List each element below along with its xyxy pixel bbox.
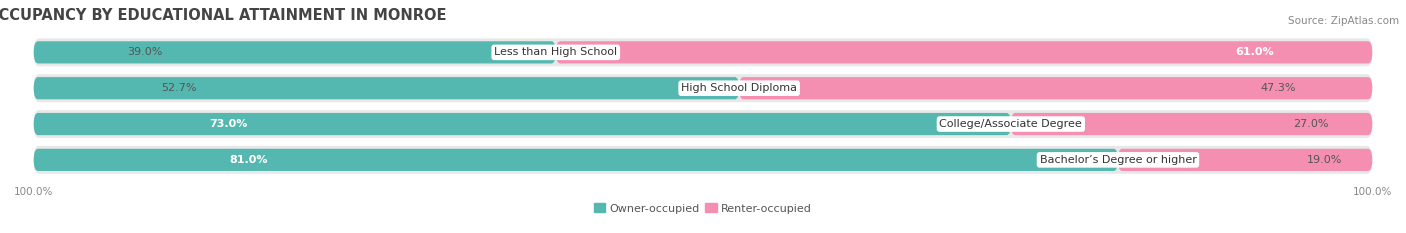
FancyBboxPatch shape: [740, 77, 1372, 99]
FancyBboxPatch shape: [555, 41, 1372, 63]
FancyBboxPatch shape: [34, 41, 555, 63]
Text: Less than High School: Less than High School: [494, 47, 617, 57]
Text: 73.0%: 73.0%: [209, 119, 247, 129]
FancyBboxPatch shape: [34, 110, 1372, 138]
FancyBboxPatch shape: [34, 146, 1372, 174]
Text: OCCUPANCY BY EDUCATIONAL ATTAINMENT IN MONROE: OCCUPANCY BY EDUCATIONAL ATTAINMENT IN M…: [0, 7, 447, 23]
FancyBboxPatch shape: [34, 77, 740, 99]
FancyBboxPatch shape: [1011, 113, 1372, 135]
Text: 39.0%: 39.0%: [128, 47, 163, 57]
Text: 52.7%: 52.7%: [160, 83, 197, 93]
Text: High School Diploma: High School Diploma: [681, 83, 797, 93]
Legend: Owner-occupied, Renter-occupied: Owner-occupied, Renter-occupied: [589, 199, 817, 218]
Text: Bachelor’s Degree or higher: Bachelor’s Degree or higher: [1039, 155, 1197, 165]
Text: Source: ZipAtlas.com: Source: ZipAtlas.com: [1288, 16, 1399, 26]
Text: 81.0%: 81.0%: [229, 155, 267, 165]
Text: 47.3%: 47.3%: [1261, 83, 1296, 93]
FancyBboxPatch shape: [34, 74, 1372, 102]
Text: 19.0%: 19.0%: [1306, 155, 1341, 165]
Text: College/Associate Degree: College/Associate Degree: [939, 119, 1083, 129]
Text: 61.0%: 61.0%: [1236, 47, 1274, 57]
FancyBboxPatch shape: [34, 113, 1011, 135]
FancyBboxPatch shape: [1118, 149, 1372, 171]
FancyBboxPatch shape: [34, 38, 1372, 66]
FancyBboxPatch shape: [34, 149, 1118, 171]
Text: 27.0%: 27.0%: [1294, 119, 1329, 129]
